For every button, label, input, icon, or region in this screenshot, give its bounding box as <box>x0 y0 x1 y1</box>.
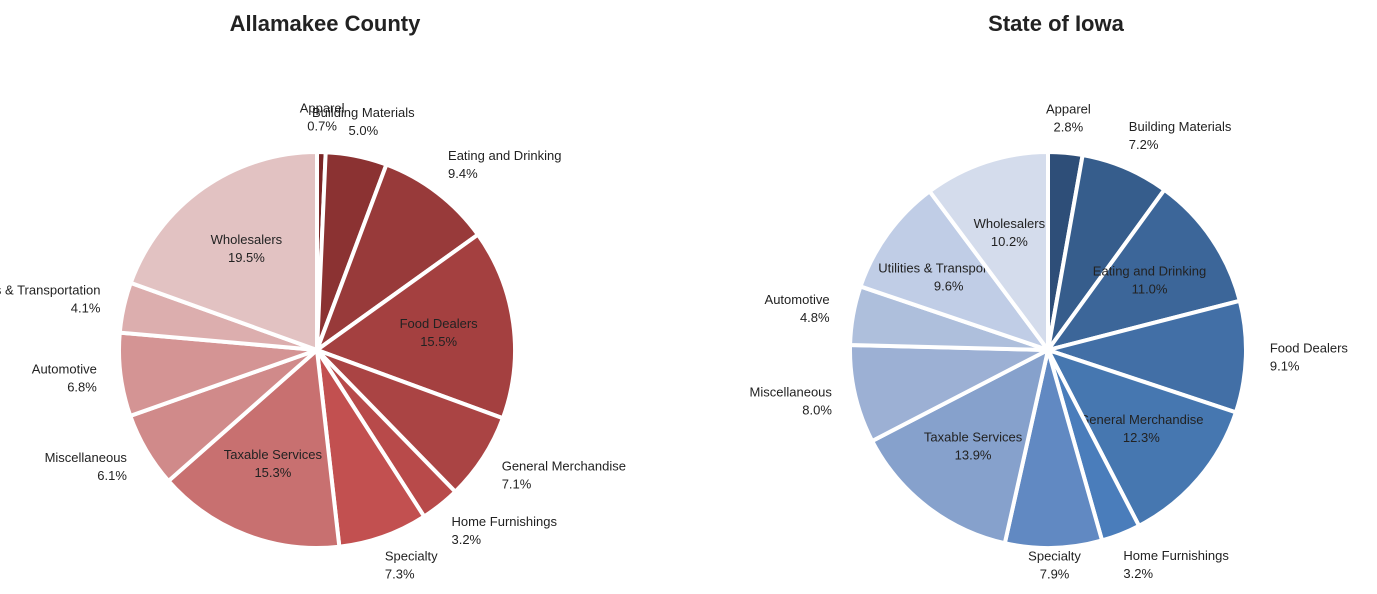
slice-value-label: 13.9% <box>955 448 992 463</box>
slice-label: Automotive <box>765 292 830 307</box>
slice-label: Specialty <box>385 548 438 563</box>
slice-value-label: 4.1% <box>71 301 101 316</box>
pie-slice <box>1043 346 1239 529</box>
slice-label: General Merchandise <box>502 459 626 474</box>
slice-label: Taxable Services <box>924 430 1023 445</box>
pie-slice <box>165 345 342 550</box>
slice-label: Automotive <box>32 362 97 377</box>
chart-title: State of Iowa <box>988 11 1124 36</box>
chart-title: Allamakee County <box>230 11 421 36</box>
slice-label: Eating and Drinking <box>448 148 561 163</box>
slice-label: Food Dealers <box>400 316 479 331</box>
slice-value-label: 9.1% <box>1270 358 1300 373</box>
pie-slice <box>128 149 319 353</box>
slice-label: Home Furnishings <box>451 514 557 529</box>
slice-value-label: 10.2% <box>991 234 1028 249</box>
slice-value-label: 2.8% <box>1054 119 1084 134</box>
slice-label: Home Furnishings <box>1123 548 1229 563</box>
slice-value-label: 12.3% <box>1123 430 1160 445</box>
slice-value-label: 15.5% <box>420 334 457 349</box>
slice-value-label: 6.8% <box>67 380 97 395</box>
slice-value-label: 9.4% <box>448 166 478 181</box>
slice-label: Wholesalers <box>974 216 1046 231</box>
pie-slice <box>869 346 1051 546</box>
slice-label: Miscellaneous <box>45 450 128 465</box>
slice-value-label: 7.3% <box>385 566 415 581</box>
slice-value-label: 9.6% <box>934 278 964 293</box>
pie-slice <box>1043 187 1243 354</box>
slice-value-label: 4.8% <box>800 310 830 325</box>
slice-label: Eating and Drinking <box>1093 263 1206 278</box>
slice-label: Building Materials <box>312 105 415 120</box>
pie-slice <box>312 161 481 356</box>
slice-label: Taxable Services <box>224 447 323 462</box>
slice-label: Miscellaneous <box>750 384 833 399</box>
slice-value-label: 7.2% <box>1129 137 1159 152</box>
slice-value-label: 0.7% <box>307 118 337 133</box>
slice-label: Apparel <box>1046 101 1091 116</box>
slice-label: Food Dealers <box>1270 340 1349 355</box>
slice-label: Apparel <box>300 100 345 115</box>
slice-value-label: 11.0% <box>1132 281 1168 296</box>
slice-value-label: 15.3% <box>254 465 291 480</box>
pie-slice <box>857 188 1054 354</box>
slice-value-label: 6.1% <box>97 468 127 483</box>
slice-value-label: 19.5% <box>228 250 265 265</box>
slice-label: Specialty <box>1028 548 1081 563</box>
slice-value-label: 3.2% <box>451 532 481 547</box>
slice-value-label: 7.9% <box>1040 566 1070 581</box>
pie-slice <box>926 149 1050 357</box>
slice-value-label: 8.0% <box>802 402 832 417</box>
slice-label: General Merchandise <box>1079 412 1203 427</box>
slice-label: Building Materials <box>1129 119 1232 134</box>
slice-value-label: 3.2% <box>1123 566 1153 581</box>
pie-slice <box>1040 298 1248 415</box>
slice-value-label: 5.0% <box>349 123 379 138</box>
slice-label: Utilities & Transportation <box>0 283 100 298</box>
slice-label: Wholesalers <box>211 232 283 247</box>
pie-slice <box>312 231 517 421</box>
slice-value-label: 7.1% <box>502 477 532 492</box>
